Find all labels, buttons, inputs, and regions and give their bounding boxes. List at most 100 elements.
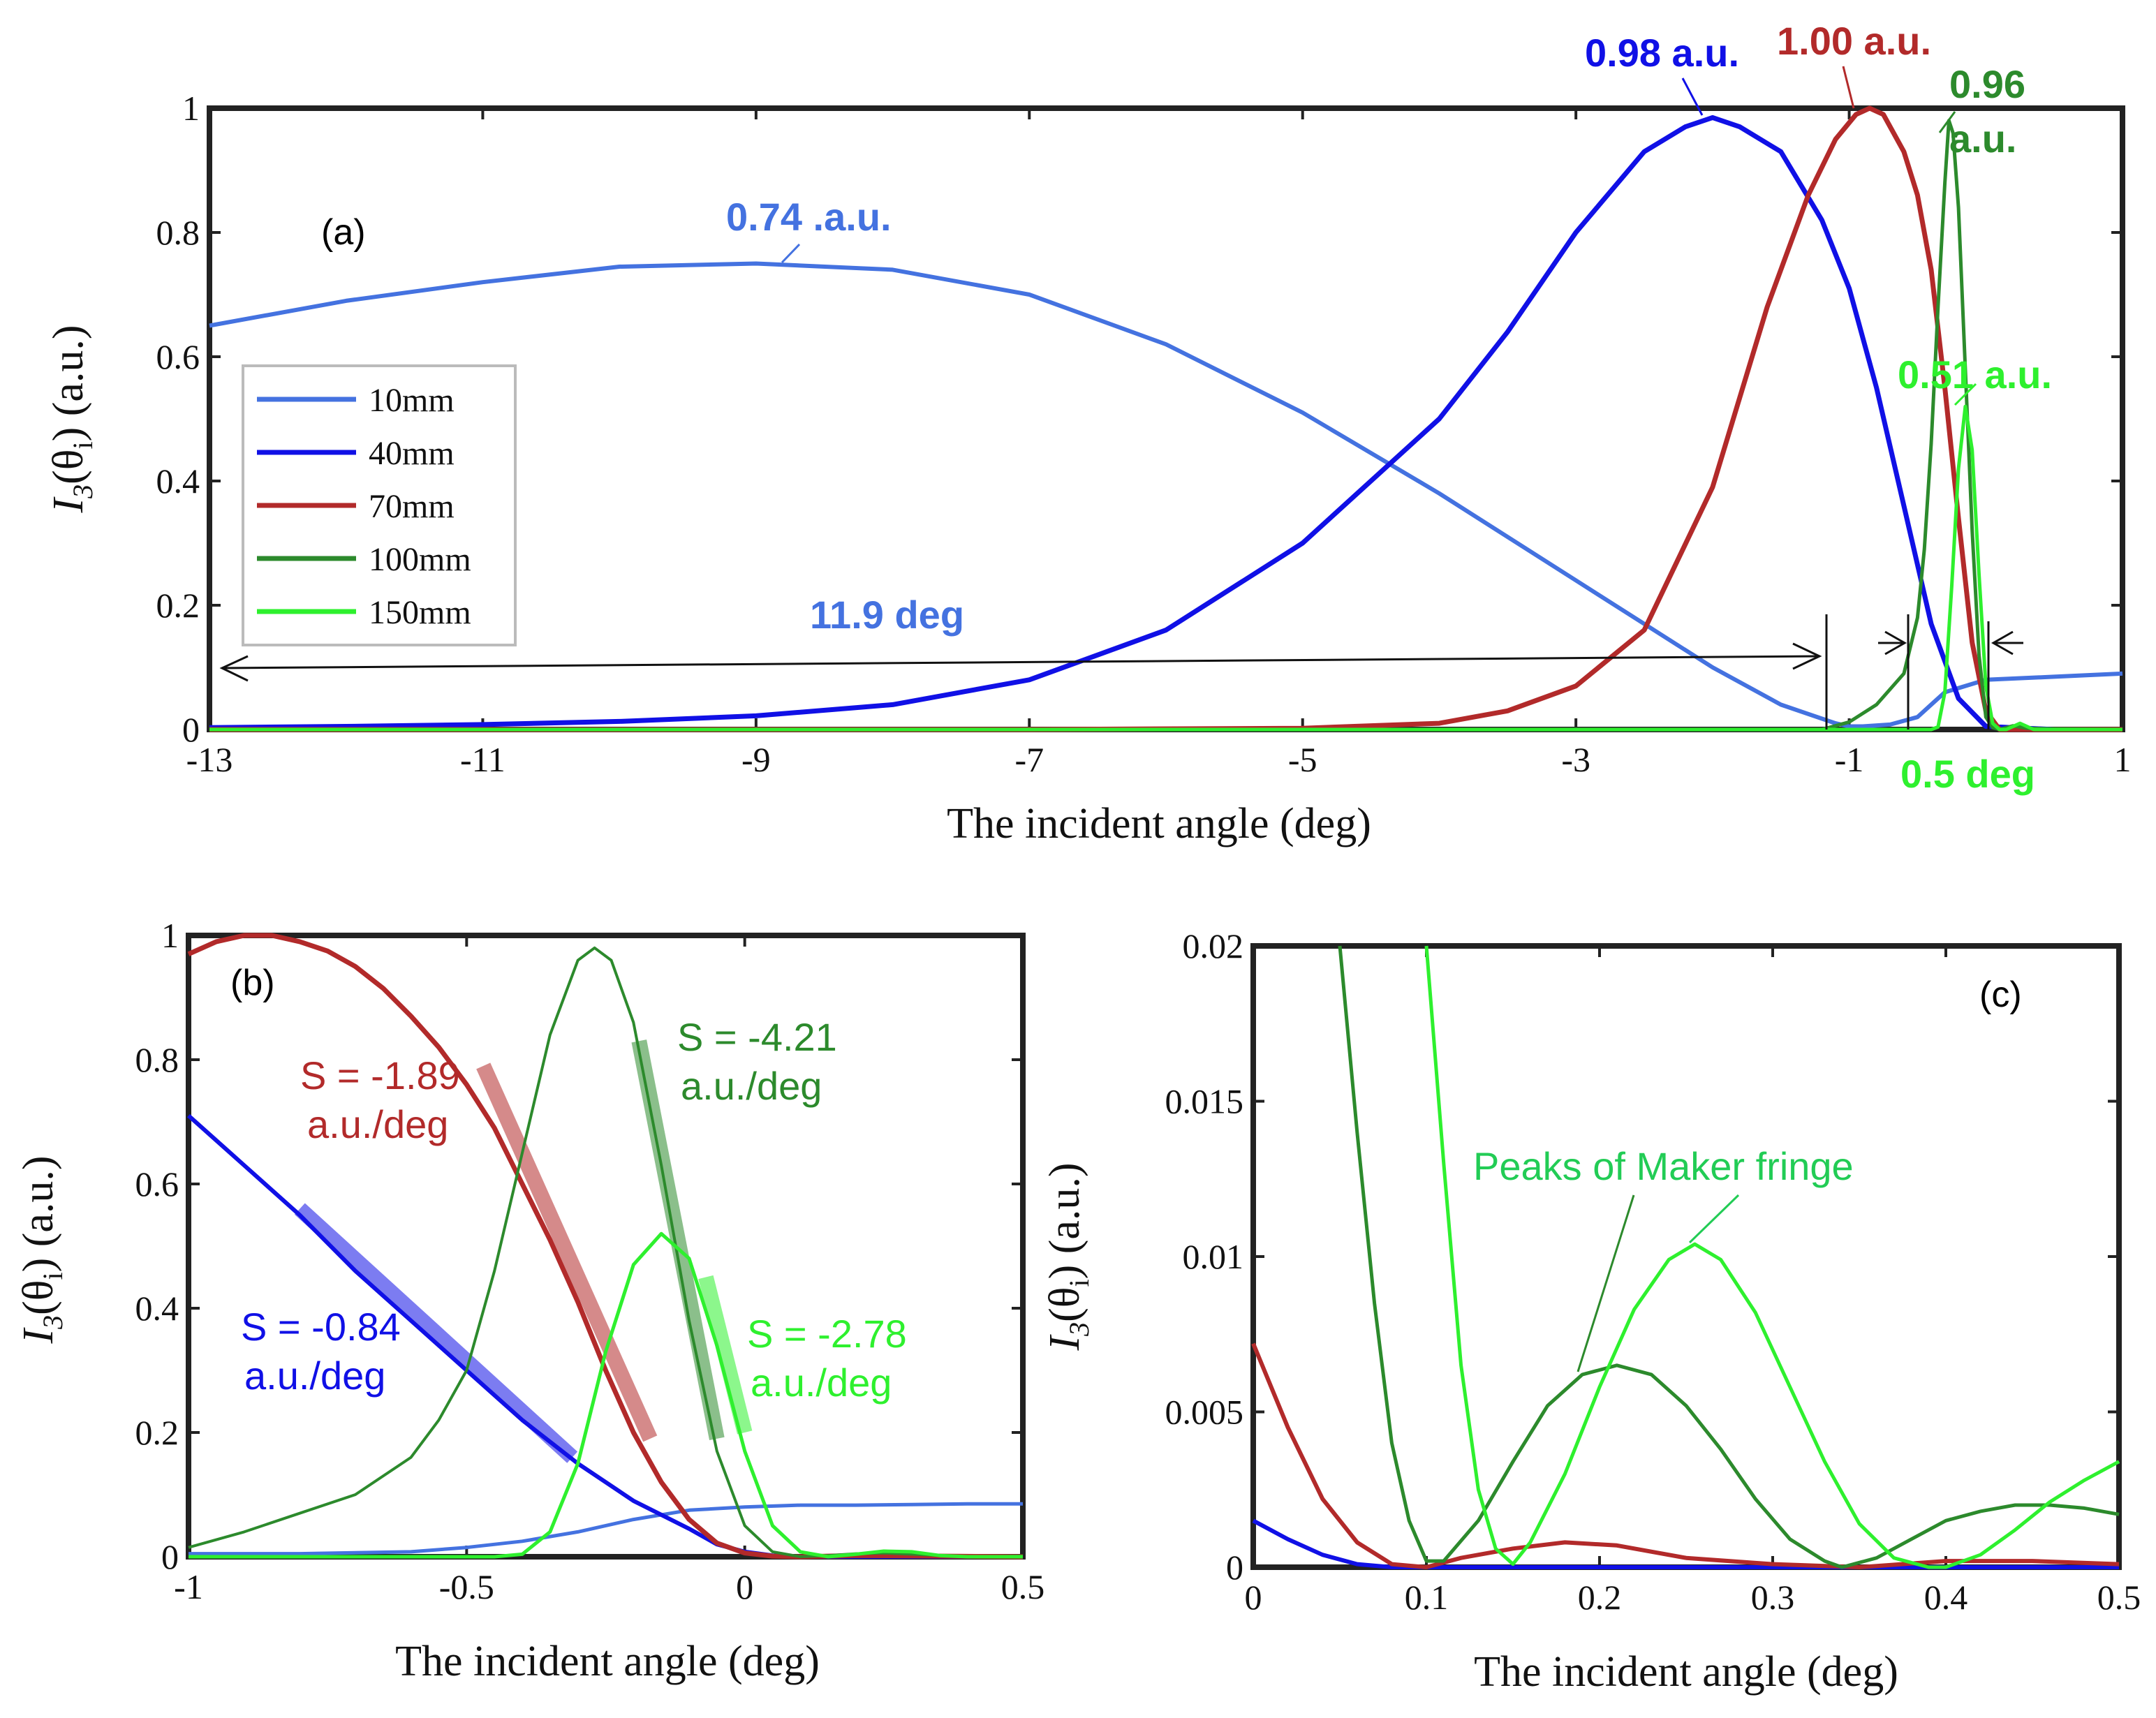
legend-label-150mm: 150mm [369,594,471,631]
width-arrow-right-head [1792,642,1822,670]
panel-c-ylabel-theta-sub: i [1063,1279,1095,1287]
panel-a-ylabel-theta: (θ [45,450,92,484]
x-tick-label: -9 [741,740,771,779]
annotation-slope-100mm-unit: a.u./deg [681,1064,822,1108]
series-line-70mm [187,933,1024,1560]
panel-b-ylabel-sub: 3 [37,1315,68,1330]
y-tick-label: 0 [182,710,200,749]
series-line-10mm [189,1502,1023,1556]
width-arrow-10mm [221,655,1820,669]
y-tick-label: 0 [161,1537,179,1576]
y-tick-label: 0.015 [1165,1082,1244,1121]
x-tick-label: 0.4 [1924,1578,1968,1617]
y-tick-label: 0.8 [135,1040,179,1079]
series-line-150mm [189,1231,1023,1559]
x-tick-label: 0.5 [1001,1567,1045,1606]
panel-b-ylabel-main: I [15,1327,62,1345]
slope-fit-150mm [698,1275,753,1435]
annotation-maker-fringe-peaks: Peaks of Maker fringe [1473,1144,1854,1188]
panel-b-ylabel-theta-sub: i [37,1272,68,1280]
x-tick-label: -11 [460,740,505,779]
panel-c-tag: (c) [1979,975,2022,1015]
annotation-peak-10mm-leader [781,243,801,264]
panel-a: -13 -11 -9 -7 -5 -3 -1 100.20.40.60.81 (a) The … [45,19,2132,847]
x-tick-label: -1 [174,1567,203,1606]
annotation-width-100mm: 0.5 deg [1900,752,2035,796]
panel-b-ylabel: I3(θi) (a.u.) [15,1155,68,1344]
panel-c-frame [1250,943,2122,1570]
annotation-peak-70mm: 1.00 a.u. [1777,19,1931,63]
svg-text:I3(θi) (a.u.): I3(θi) (a.u.) [45,325,98,513]
series-line-70mm [209,105,2122,732]
slope-fit-70mm [476,1062,658,1442]
y-tick-label: 0.2 [135,1413,179,1452]
series-line-150mm [1424,945,2120,1569]
y-tick-label: 0.6 [156,337,200,376]
annotation-slope-150mm-unit: a.u./deg [751,1361,892,1405]
annotation-peak-100mm-unit: a.u. [1949,117,2016,161]
panel-a-xlabel: The incident angle (deg) [947,800,1371,847]
width-arrow-100mm-left-head [1884,630,1907,656]
x-tick-label: 0.1 [1405,1578,1449,1617]
y-tick-label: 1 [161,916,179,955]
panel-c-xlabel: The incident angle (deg) [1474,1648,1898,1696]
x-tick-label: -5 [1288,740,1317,779]
x-tick-label: 0 [1245,1578,1262,1617]
annotation-peak-150mm-leader [1954,383,1977,406]
y-tick-label: 0 [1226,1548,1243,1587]
annotation-slope-100mm-value: S = -4.21 [677,1015,837,1059]
panel-c-curves [1251,945,2120,1569]
maker-fringe-leader-150mm [1688,1194,1740,1244]
annotation-peak-100mm-leader [1938,111,1956,133]
maker-fringe-leader-100mm [1577,1194,1635,1372]
annotation-slope-70mm-unit: a.u./deg [307,1102,448,1146]
panel-b-tick-labels: -1 -0.5 0 0.5 0 0.2 0.4 0.6 0.8 1 [135,916,1045,1606]
series-line-40mm [209,114,2122,732]
x-tick-label: -7 [1014,740,1044,779]
y-tick-label: 0.8 [156,213,200,252]
svg-text:I3(θi) (a.u.): I3(θi) (a.u.) [15,1155,68,1344]
panel-b-curves [187,933,1024,1560]
panel-b-frame [186,933,1026,1560]
panel-c-ylabel-sub: 3 [1063,1322,1095,1337]
series-line-100mm [1338,945,2120,1569]
width-arrow-left-head [219,655,249,682]
annotation-peak-150mm: 0.51 a.u. [1898,353,2052,397]
panel-a-annotations: 0.74 .a.u. 0.98 a.u. 1.00 a.u. 0.96 a.u.… [726,19,2052,796]
series-line-10mm [209,261,2123,729]
x-tick-label: 0.5 [2097,1578,2141,1617]
panel-a-ylabel-main: I [45,496,92,514]
panel-a-ylabel: I3(θi) (a.u.) [45,325,98,513]
annotation-peak-10mm: 0.74 .a.u. [726,195,892,239]
annotation-slope-40mm-unit: a.u./deg [244,1354,385,1398]
annotation-peak-100mm-value: 0.96 [1949,62,2025,106]
annotation-slope-40mm-value: S = -0.84 [241,1305,401,1349]
panel-a-tick-labels: -13 -11 -9 -7 -5 -3 -1 100.20.40.60.81 [156,89,2132,779]
panel-b-ticks [187,934,1024,1558]
panel-b-tag: (b) [230,963,275,1003]
panel-b-annotations: S = -1.89 a.u./deg S = -4.21 a.u./deg S … [241,1015,907,1405]
panel-a-width-markers [219,614,2023,730]
x-tick-label: -13 [186,740,233,779]
y-tick-label: 1 [182,89,200,128]
panel-a-ylabel-tail: ) (a.u.) [45,325,92,441]
series-line-150mm [209,404,2122,732]
panel-a-tag: (a) [321,212,366,253]
x-tick-label: -0.5 [439,1567,494,1606]
panel-a-curves [209,105,2123,732]
legend-label-100mm: 100mm [369,541,471,578]
y-tick-label: 0.2 [156,586,200,625]
legend-label-10mm: 10mm [369,382,455,419]
panel-a-ylabel-theta-sub: i [67,441,98,449]
y-tick-label: 0.4 [135,1289,179,1328]
panel-b: -1 -0.5 0 0.5 0 0.2 0.4 0.6 0.8 1 (b) The inciden… [15,916,1044,1685]
x-tick-label: 1 [2114,740,2132,779]
legend-label-70mm: 70mm [369,488,455,525]
slope-fit-100mm [631,1039,725,1441]
panel-c-ylabel-main: I [1041,1334,1088,1352]
x-tick-label: 0.2 [1578,1578,1622,1617]
y-tick-label: 0.01 [1183,1237,1244,1276]
series-line-70mm [1251,1342,2120,1569]
panel-b-ylabel-theta: (θ [15,1280,62,1315]
